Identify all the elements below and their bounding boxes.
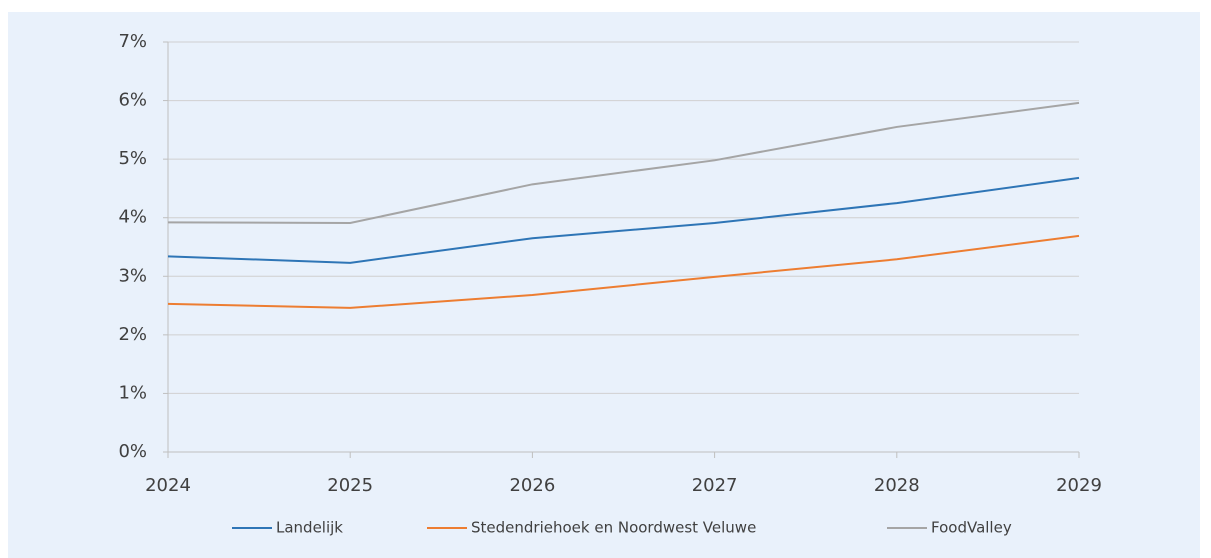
y-tick-label: 3% — [118, 265, 147, 286]
x-tick-label: 2029 — [1056, 475, 1102, 496]
x-tick-label: 2024 — [145, 475, 191, 496]
x-tick-label: 2027 — [692, 475, 738, 496]
series-line — [167, 101, 1080, 224]
legend-label: FoodValley — [931, 519, 1012, 537]
y-tick-label: 7% — [118, 31, 147, 52]
y-tick-label: 1% — [118, 382, 147, 403]
legend-label: Stedendriehoek en Noordwest Veluwe — [471, 519, 756, 537]
y-tick-label: 0% — [118, 441, 147, 462]
series-line — [167, 176, 1080, 264]
x-tick-label: 2026 — [509, 475, 555, 496]
legend-label: Landelijk — [276, 519, 343, 537]
series-line — [167, 234, 1080, 309]
x-tick-label: 2028 — [874, 475, 920, 496]
y-tick-label: 6% — [118, 90, 147, 111]
x-tick-label: 2025 — [327, 475, 373, 496]
y-tick-label: 4% — [118, 207, 147, 228]
chart-background — [8, 12, 1200, 558]
y-tick-label: 2% — [118, 324, 147, 345]
y-tick-label: 5% — [118, 148, 147, 169]
